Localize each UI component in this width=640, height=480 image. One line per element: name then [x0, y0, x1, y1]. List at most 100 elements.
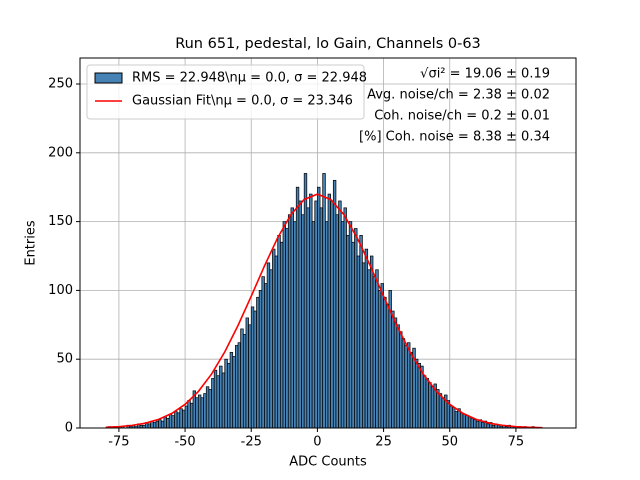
histogram-bar [351, 241, 355, 429]
histogram-bar [221, 372, 226, 429]
histogram-bar [486, 423, 490, 429]
histogram-bar [216, 375, 220, 429]
plot-frame [79, 57, 577, 429]
histogram-bar [155, 420, 159, 429]
histogram-bar [272, 248, 276, 429]
histogram-bar [375, 269, 379, 429]
histogram-bar [459, 412, 464, 429]
histogram-bar [441, 397, 445, 429]
histogram-bar [195, 397, 199, 429]
legend-label: Gaussian Fit\nμ = 0.0, σ = 23.346 [132, 94, 353, 109]
annotation: √σi² = 19.06 ± 0.19 [420, 67, 550, 82]
histogram-bar [391, 310, 395, 429]
histogram-bar [422, 375, 427, 429]
histogram-bar [343, 207, 347, 429]
histogram-bar [438, 393, 443, 429]
y-tick-label: 100 [48, 283, 73, 298]
histogram-bar [213, 369, 218, 429]
y-tick-label: 50 [56, 352, 73, 367]
y-tick-label: 0 [65, 421, 73, 436]
histogram-bar [224, 358, 228, 429]
histogram-bar [168, 413, 173, 429]
x-tick-label: 25 [375, 435, 392, 450]
histogram-bar [473, 419, 477, 429]
histogram-bar [356, 255, 361, 429]
histogram-bar [229, 351, 234, 429]
histogram-bar [253, 310, 257, 429]
y-tick-label: 150 [48, 214, 73, 229]
histogram-bar [152, 422, 157, 429]
histogram-bar [280, 241, 284, 429]
histogram-bar [290, 207, 294, 429]
chart-title: Run 651, pedestal, lo Gain, Channels 0-6… [175, 36, 481, 52]
histogram-bar [467, 416, 472, 429]
histogram-bar [166, 418, 170, 429]
histogram-bar [475, 420, 480, 429]
histogram-bar [197, 394, 202, 429]
histogram-bar [293, 221, 297, 429]
histogram-bar [449, 405, 453, 429]
histogram-bar [211, 378, 215, 429]
histogram-bar [160, 420, 165, 429]
histogram-bar [362, 262, 366, 429]
histogram-bar [332, 179, 337, 429]
histogram-bar [264, 283, 268, 429]
histogram-bar [179, 408, 183, 429]
histogram-bar [309, 193, 313, 429]
fit-line [105, 193, 543, 429]
histogram-bar [383, 296, 387, 429]
histogram-bar [335, 214, 339, 429]
histogram-bar [385, 303, 390, 429]
histogram-bar [200, 397, 204, 429]
histogram-bar [430, 386, 435, 429]
histogram-bar [346, 235, 350, 429]
histogram-bar [465, 415, 469, 429]
histogram-bar [235, 345, 239, 429]
x-tick-label: -25 [241, 435, 262, 450]
histogram-bar [311, 221, 316, 429]
histogram-bar [330, 200, 334, 429]
histogram-bar [227, 362, 231, 429]
histogram-bar [158, 419, 162, 429]
x-axis-label: ADC Counts [289, 455, 367, 470]
y-tick-label: 250 [48, 77, 73, 92]
histogram-bar [182, 409, 186, 429]
histogram-bar [171, 415, 175, 429]
histogram-bar [359, 235, 363, 429]
histogram-bar [277, 235, 281, 429]
histogram-bar [303, 173, 308, 429]
histogram-bar [266, 262, 271, 429]
histogram-bar [219, 365, 223, 429]
histogram-bar [452, 407, 456, 429]
histogram-bar [184, 405, 189, 429]
histogram-bar [454, 411, 459, 429]
x-tick-label: 75 [508, 435, 525, 450]
y-tick-label: 200 [48, 145, 73, 160]
y-axis-label: Entries [24, 220, 39, 266]
histogram-bar [404, 345, 408, 429]
histogram-bar [327, 193, 331, 429]
histogram-bar [377, 290, 382, 429]
histogram-bar [364, 248, 369, 429]
histogram-bar [245, 317, 249, 429]
histogram-bar [325, 221, 329, 429]
histogram-bar [354, 228, 358, 429]
histogram-bar [322, 173, 326, 429]
histogram-bar [369, 255, 374, 429]
histogram-bar [301, 214, 305, 429]
histogram-bar [256, 296, 260, 429]
histogram-bar [232, 356, 236, 429]
histogram-bar [261, 276, 265, 429]
histogram-bar [314, 200, 318, 429]
histogram-bar [348, 221, 353, 429]
histogram-bar [282, 221, 287, 429]
histogram-bar [250, 306, 255, 429]
histogram-bar [317, 186, 321, 429]
histogram-bar [203, 393, 207, 429]
histogram-bar [269, 269, 273, 429]
histogram-bar [258, 290, 263, 429]
histogram-bar [393, 317, 398, 429]
histogram-bar [174, 411, 178, 429]
histogram-bar [187, 400, 191, 429]
